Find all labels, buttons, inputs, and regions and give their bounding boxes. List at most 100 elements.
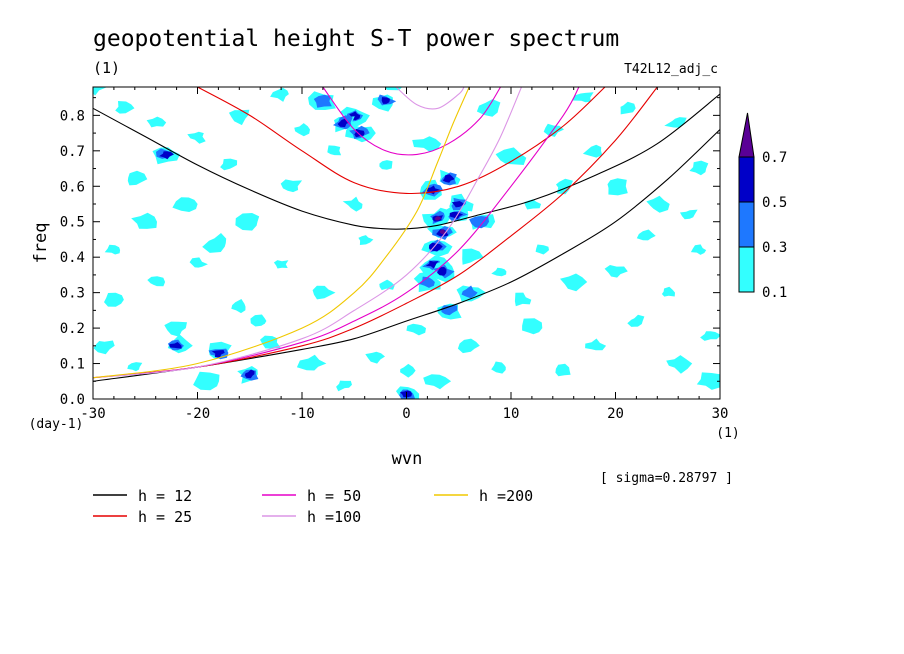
contour-patch-weak xyxy=(514,292,532,307)
contour-patch-peak-inner xyxy=(381,97,390,104)
contour-patch-weak xyxy=(379,160,393,170)
contour-patch-peak-inner xyxy=(451,201,465,208)
contour-patch-peak-inner xyxy=(244,369,255,379)
contour-patch-weak xyxy=(700,331,720,341)
contour-patch-weak xyxy=(104,244,121,255)
contour-patch-weak xyxy=(535,244,549,255)
contour-patch-weak xyxy=(680,209,698,220)
y-axis-unit: (day-1) xyxy=(29,417,84,432)
y-axis-ticks: 0.0 0.1 0.2 0.3 0.4 0.5 0.6 0.7 0.8 xyxy=(60,97,720,408)
y-tick-label: 0.5 xyxy=(60,215,85,231)
contour-patch-peak-mid xyxy=(313,94,332,108)
contour-patch-weak xyxy=(582,144,603,158)
x-tick-label: 30 xyxy=(712,406,729,422)
contour-patch-peak-inner xyxy=(391,76,402,83)
contour-patch-weak xyxy=(270,87,289,102)
contour-patch-weak xyxy=(296,354,327,371)
chart-title: geopotential height S-T power spectrum xyxy=(93,26,619,52)
x-tick-label: 20 xyxy=(607,406,624,422)
colorbar-level-label: 0.3 xyxy=(762,240,787,256)
contour-patch-weak xyxy=(412,136,442,152)
contour-patch-weak xyxy=(93,340,115,355)
x-tick-label: 0 xyxy=(402,406,410,422)
y-tick-label: 0.2 xyxy=(60,321,85,337)
contour-patch-peak-inner xyxy=(159,151,174,160)
contour-patch-weak xyxy=(522,318,543,335)
x-tick-label: -20 xyxy=(185,406,210,422)
contour-patch-weak xyxy=(543,123,564,137)
contour-patch-peak-inner xyxy=(211,350,225,358)
contour-patch-weak xyxy=(189,257,208,268)
y-tick-label: 0.7 xyxy=(60,144,85,160)
colorbar-segment xyxy=(738,201,755,248)
contour-patch-peak-mid xyxy=(461,285,478,299)
contour-patch-weak xyxy=(585,338,607,351)
x-tick-label: -10 xyxy=(289,406,314,422)
dispersion-curves-layer xyxy=(93,87,720,382)
contour-patch-weak xyxy=(379,279,395,291)
contour-patch-weak xyxy=(327,145,342,156)
contour-patch-weak xyxy=(423,374,452,390)
contour-patch-peak-mid xyxy=(389,74,403,86)
plot-frame xyxy=(92,86,721,400)
contour-patch-weak xyxy=(231,299,246,314)
colorbar: 0.1 0.3 0.5 0.7 xyxy=(738,112,787,301)
contour-patch-weak xyxy=(127,362,143,372)
contour-patch-weak xyxy=(524,199,542,210)
contour-patch-weak xyxy=(93,87,108,96)
contour-patch-weak xyxy=(664,117,687,128)
contour-patch-peak-mid xyxy=(469,216,489,229)
plot-area: -30 -20 -10 0 10 20 30 0.00.10.20.30.40.50.60.… xyxy=(60,74,729,422)
contour-patch-weak xyxy=(115,101,135,114)
contour-patch-peak-inner xyxy=(442,174,455,183)
contour-patch-peak-core xyxy=(434,216,442,221)
contour-patch-weak xyxy=(164,321,187,337)
contour-patch-weak xyxy=(627,314,645,327)
y-tick-label: 0.0 xyxy=(60,392,85,408)
contour-patch-weak xyxy=(491,267,507,277)
contour-patch-weak xyxy=(172,197,198,212)
contour-patch-weak xyxy=(457,338,480,354)
contour-patch-weak xyxy=(666,355,693,374)
colorbar-segment xyxy=(738,156,755,203)
contour-patch-weak xyxy=(690,244,707,255)
legend-label: h = 25 xyxy=(138,508,192,526)
contour-patch-weak xyxy=(294,123,310,137)
contour-patch-peak-inner xyxy=(354,128,365,138)
x-tick-label: -30 xyxy=(80,406,105,422)
contour-patch-weak xyxy=(365,351,385,364)
legend-label: h =100 xyxy=(307,508,361,526)
contour-patch-peak-inner xyxy=(449,211,464,219)
sigma-annotation: [ sigma=0.28797 ] xyxy=(600,471,733,486)
x-axis-label: wvn xyxy=(392,449,423,469)
contour-patch-weak xyxy=(228,109,250,126)
contour-patch-weak xyxy=(147,276,166,287)
contour-patch-weak xyxy=(336,380,352,392)
contour-patch-weak xyxy=(555,363,571,377)
colorbar-segment xyxy=(738,246,755,293)
y-tick-label: 0.3 xyxy=(60,286,85,302)
y-tick-label: 0.8 xyxy=(60,108,85,124)
contour-patch-weak xyxy=(661,286,675,297)
contour-patch-peak-mid xyxy=(419,276,435,288)
contour-patch-weak xyxy=(187,131,206,144)
contour-patch-weak xyxy=(193,371,220,391)
contour-patch-weak xyxy=(491,361,506,374)
contour-patch-peak-inner xyxy=(437,267,447,276)
contour-patch-weak xyxy=(476,99,501,117)
colorbar-extend-arrow xyxy=(738,112,755,158)
y-tick-label: 0.4 xyxy=(60,250,85,266)
contour-patch-weak xyxy=(273,260,289,269)
x-axis-unit: (1) xyxy=(716,426,739,441)
dispersion-curve-h100-lower xyxy=(93,87,523,379)
dispersion-curve-h200-lower xyxy=(93,87,470,379)
contour-patch-weak xyxy=(202,233,227,253)
contour-patch-weak xyxy=(400,363,416,378)
legend-label: h = 12 xyxy=(138,487,192,505)
contour-patch-weak xyxy=(250,314,267,327)
contour-patch-weak xyxy=(342,196,363,212)
legend-label: h =200 xyxy=(479,487,533,505)
colorbar-level-label: 0.7 xyxy=(762,150,787,166)
contour-patch-weak xyxy=(696,372,720,390)
